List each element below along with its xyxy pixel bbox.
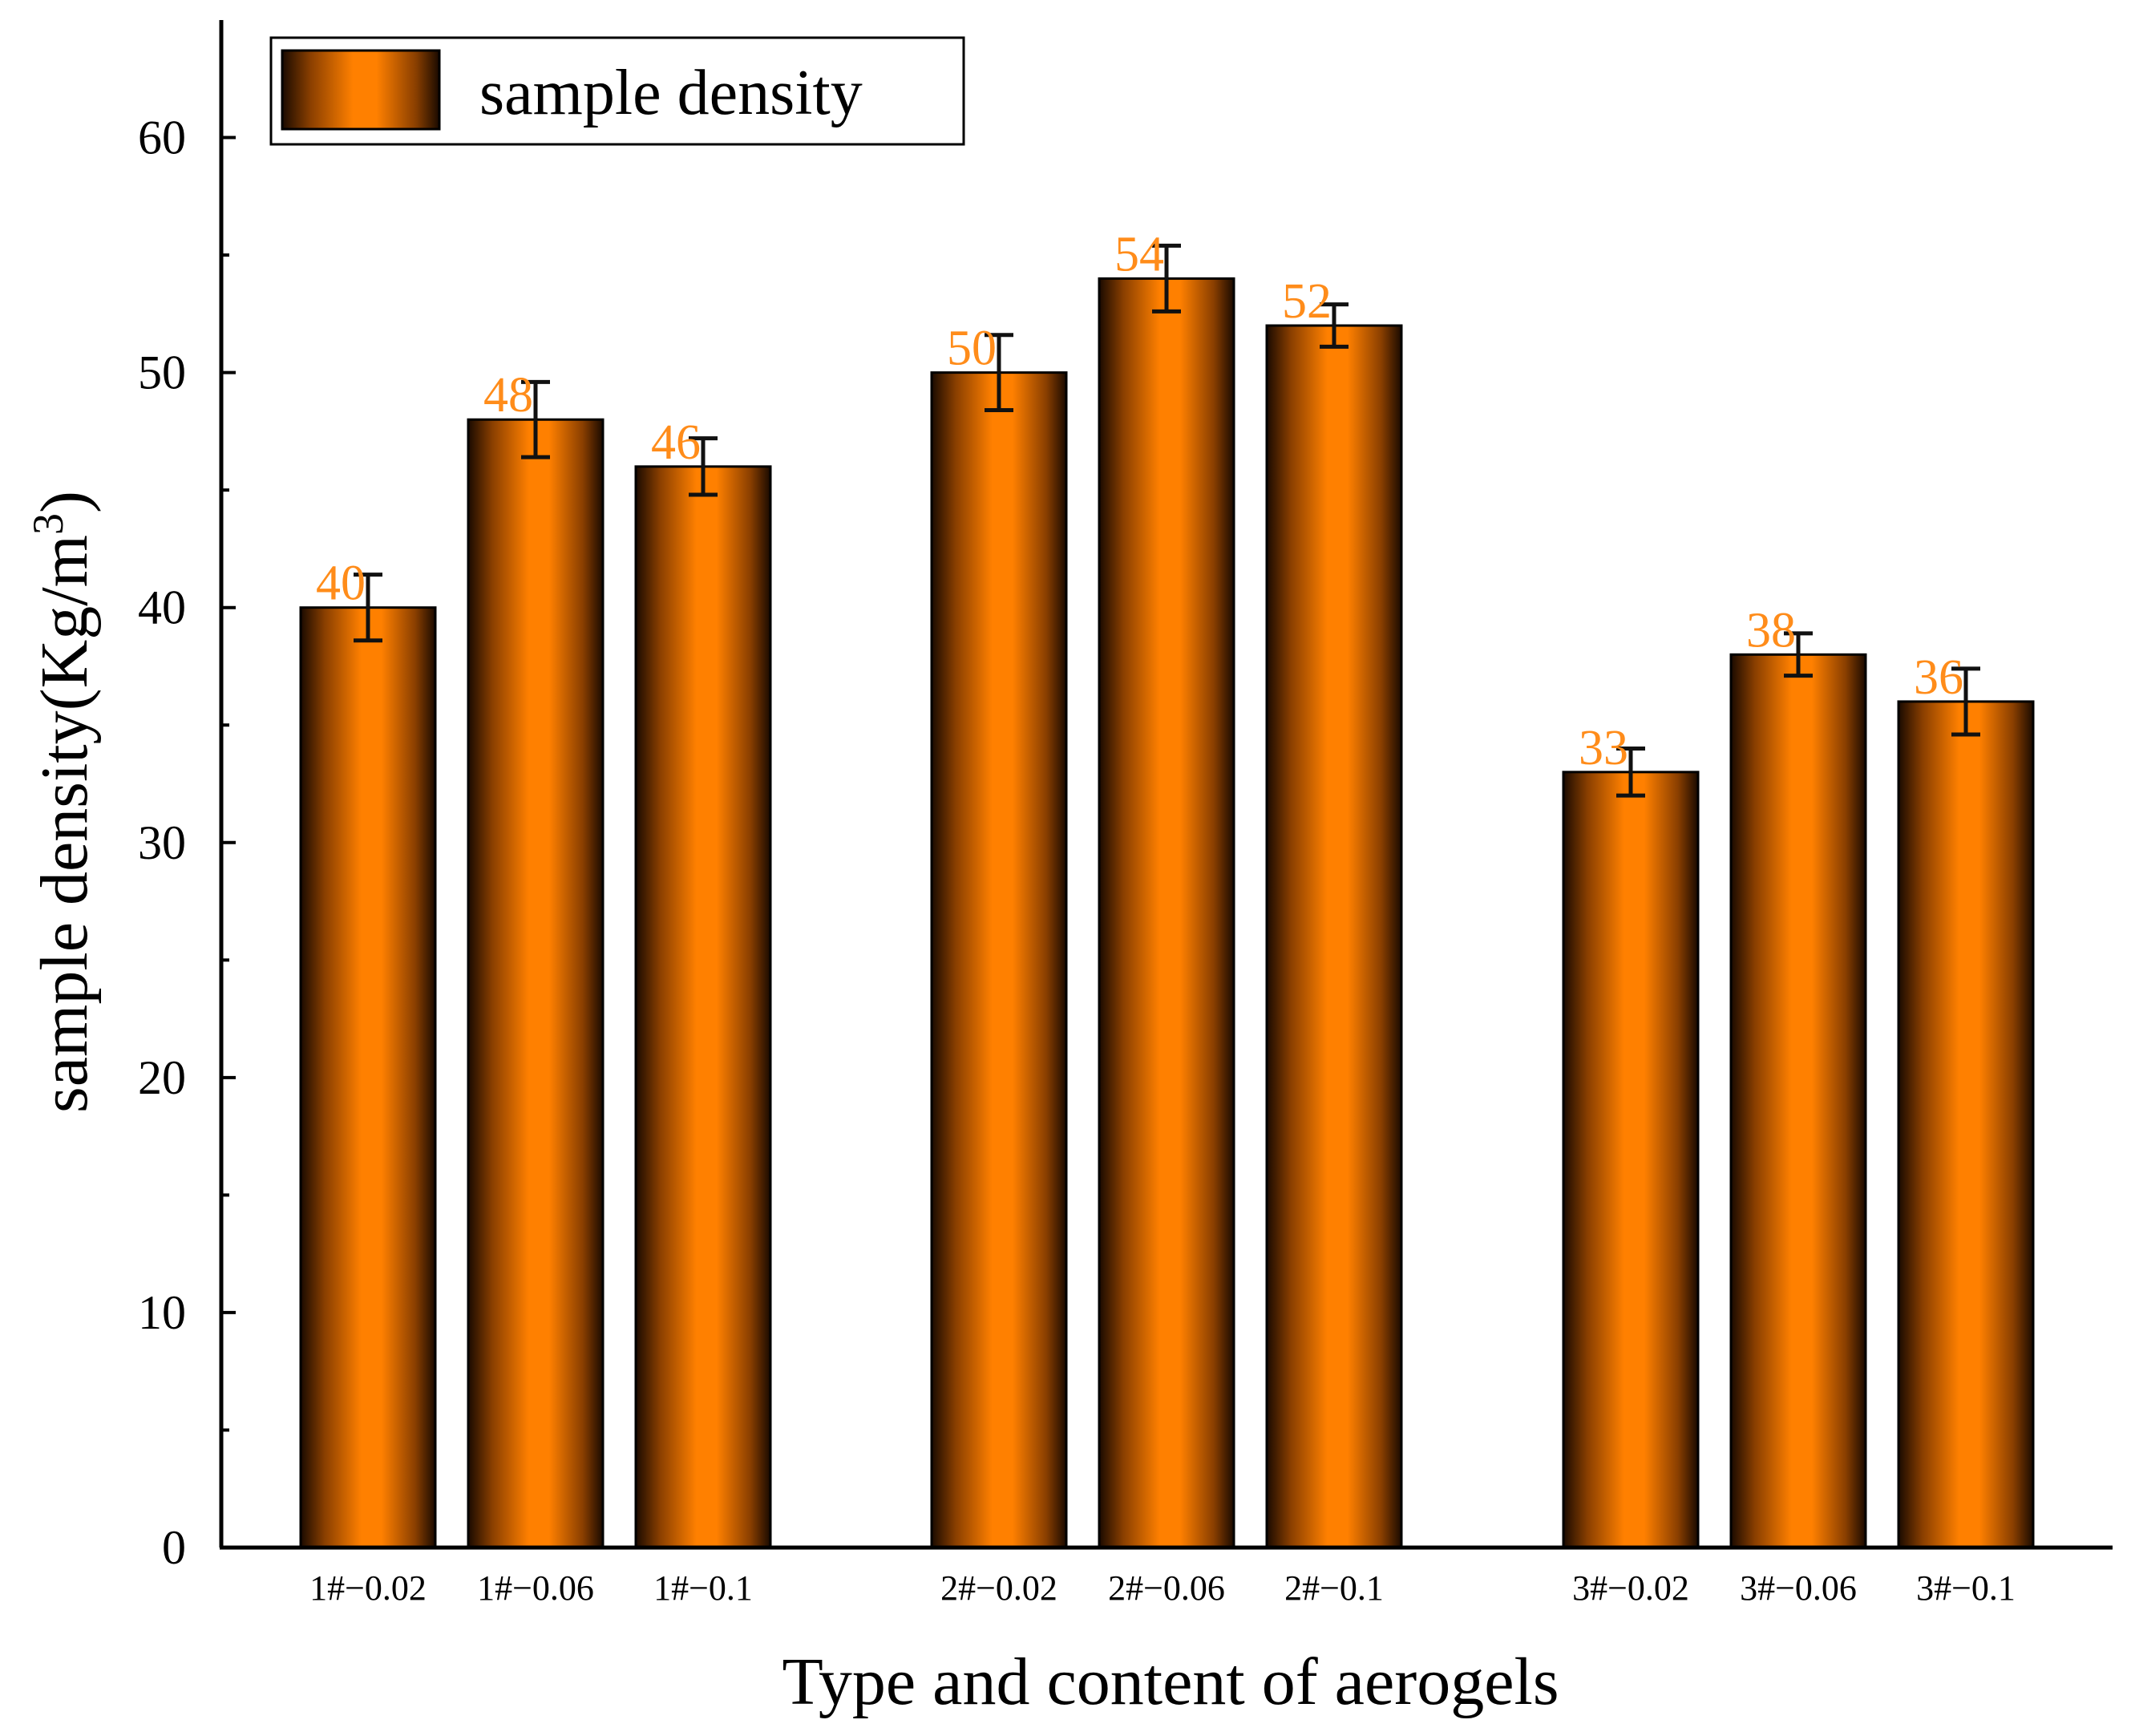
data-label-8: 38 xyxy=(1746,603,1796,658)
error-bar-5 xyxy=(1152,243,1181,314)
y-tick-label-20: 20 xyxy=(138,1051,186,1104)
bar-8 xyxy=(1729,653,1867,1549)
error-bar-3 xyxy=(689,436,718,497)
x-tick-label-1: 1#−0.02 xyxy=(309,1568,427,1608)
y-tick-label-60: 60 xyxy=(138,111,186,164)
error-bar-2 xyxy=(521,379,550,459)
bar-7 xyxy=(1562,771,1700,1549)
y-axis-title-main: sample density(Kg/m xyxy=(27,535,102,1113)
data-label-4: 50 xyxy=(947,322,997,376)
y-tick-label-50: 50 xyxy=(138,346,186,399)
y-tick-label-0: 0 xyxy=(162,1521,186,1574)
y-ticks-layer: 0 10 20 30 40 50 60 xyxy=(138,111,236,1574)
data-label-5: 54 xyxy=(1114,227,1164,281)
x-axis-title: Type and content of aerogels xyxy=(782,1645,1559,1719)
bars-layer xyxy=(299,277,2035,1549)
legend: sample density xyxy=(269,36,965,146)
error-bar-1 xyxy=(354,573,382,643)
error-bar-8 xyxy=(1784,631,1813,678)
bar-4 xyxy=(930,371,1068,1549)
x-tick-label-7: 3#−0.02 xyxy=(1572,1568,1689,1608)
bar-2 xyxy=(467,418,605,1549)
bar-5 xyxy=(1098,277,1235,1549)
x-tick-label-2: 1#−0.06 xyxy=(477,1568,594,1608)
x-tick-label-3: 1#−0.1 xyxy=(653,1568,753,1608)
x-tick-label-6: 2#−0.1 xyxy=(1284,1568,1384,1608)
y-axis-title: sample density(Kg/m3) xyxy=(24,491,102,1113)
data-label-1: 40 xyxy=(316,556,366,611)
x-tick-label-4: 2#−0.02 xyxy=(940,1568,1057,1608)
y-axis-title-close: ) xyxy=(27,491,102,513)
bar-3 xyxy=(634,465,772,1549)
error-bar-6 xyxy=(1320,302,1349,349)
legend-label: sample density xyxy=(479,58,863,128)
error-bar-9 xyxy=(1951,666,1980,737)
data-label-9: 36 xyxy=(1914,650,1963,705)
y-tick-label-10: 10 xyxy=(138,1286,186,1339)
data-label-7: 33 xyxy=(1579,721,1628,775)
x-tick-labels-layer: 1#−0.02 1#−0.06 1#−0.1 2#−0.02 2#−0.06 2#−0.1… xyxy=(309,1568,2016,1608)
data-label-6: 52 xyxy=(1282,274,1332,329)
error-bar-4 xyxy=(985,333,1013,413)
bar-6 xyxy=(1265,324,1403,1549)
bar-1 xyxy=(299,606,437,1549)
x-tick-label-5: 2#−0.06 xyxy=(1108,1568,1225,1608)
x-tick-label-8: 3#−0.06 xyxy=(1740,1568,1857,1608)
y-axis-title-sup: 3 xyxy=(24,513,72,535)
error-bar-7 xyxy=(1616,747,1645,798)
data-label-3: 46 xyxy=(651,415,701,470)
data-label-2: 48 xyxy=(483,368,533,423)
data-labels-layer: 40 48 46 50 54 52 33 38 36 xyxy=(316,227,1963,775)
error-bars-layer xyxy=(354,243,1980,798)
y-tick-label-40: 40 xyxy=(138,581,186,634)
legend-swatch xyxy=(281,49,441,131)
y-tick-label-30: 30 xyxy=(138,816,186,869)
x-tick-label-9: 3#−0.1 xyxy=(1916,1568,2016,1608)
bar-9 xyxy=(1897,700,2035,1549)
